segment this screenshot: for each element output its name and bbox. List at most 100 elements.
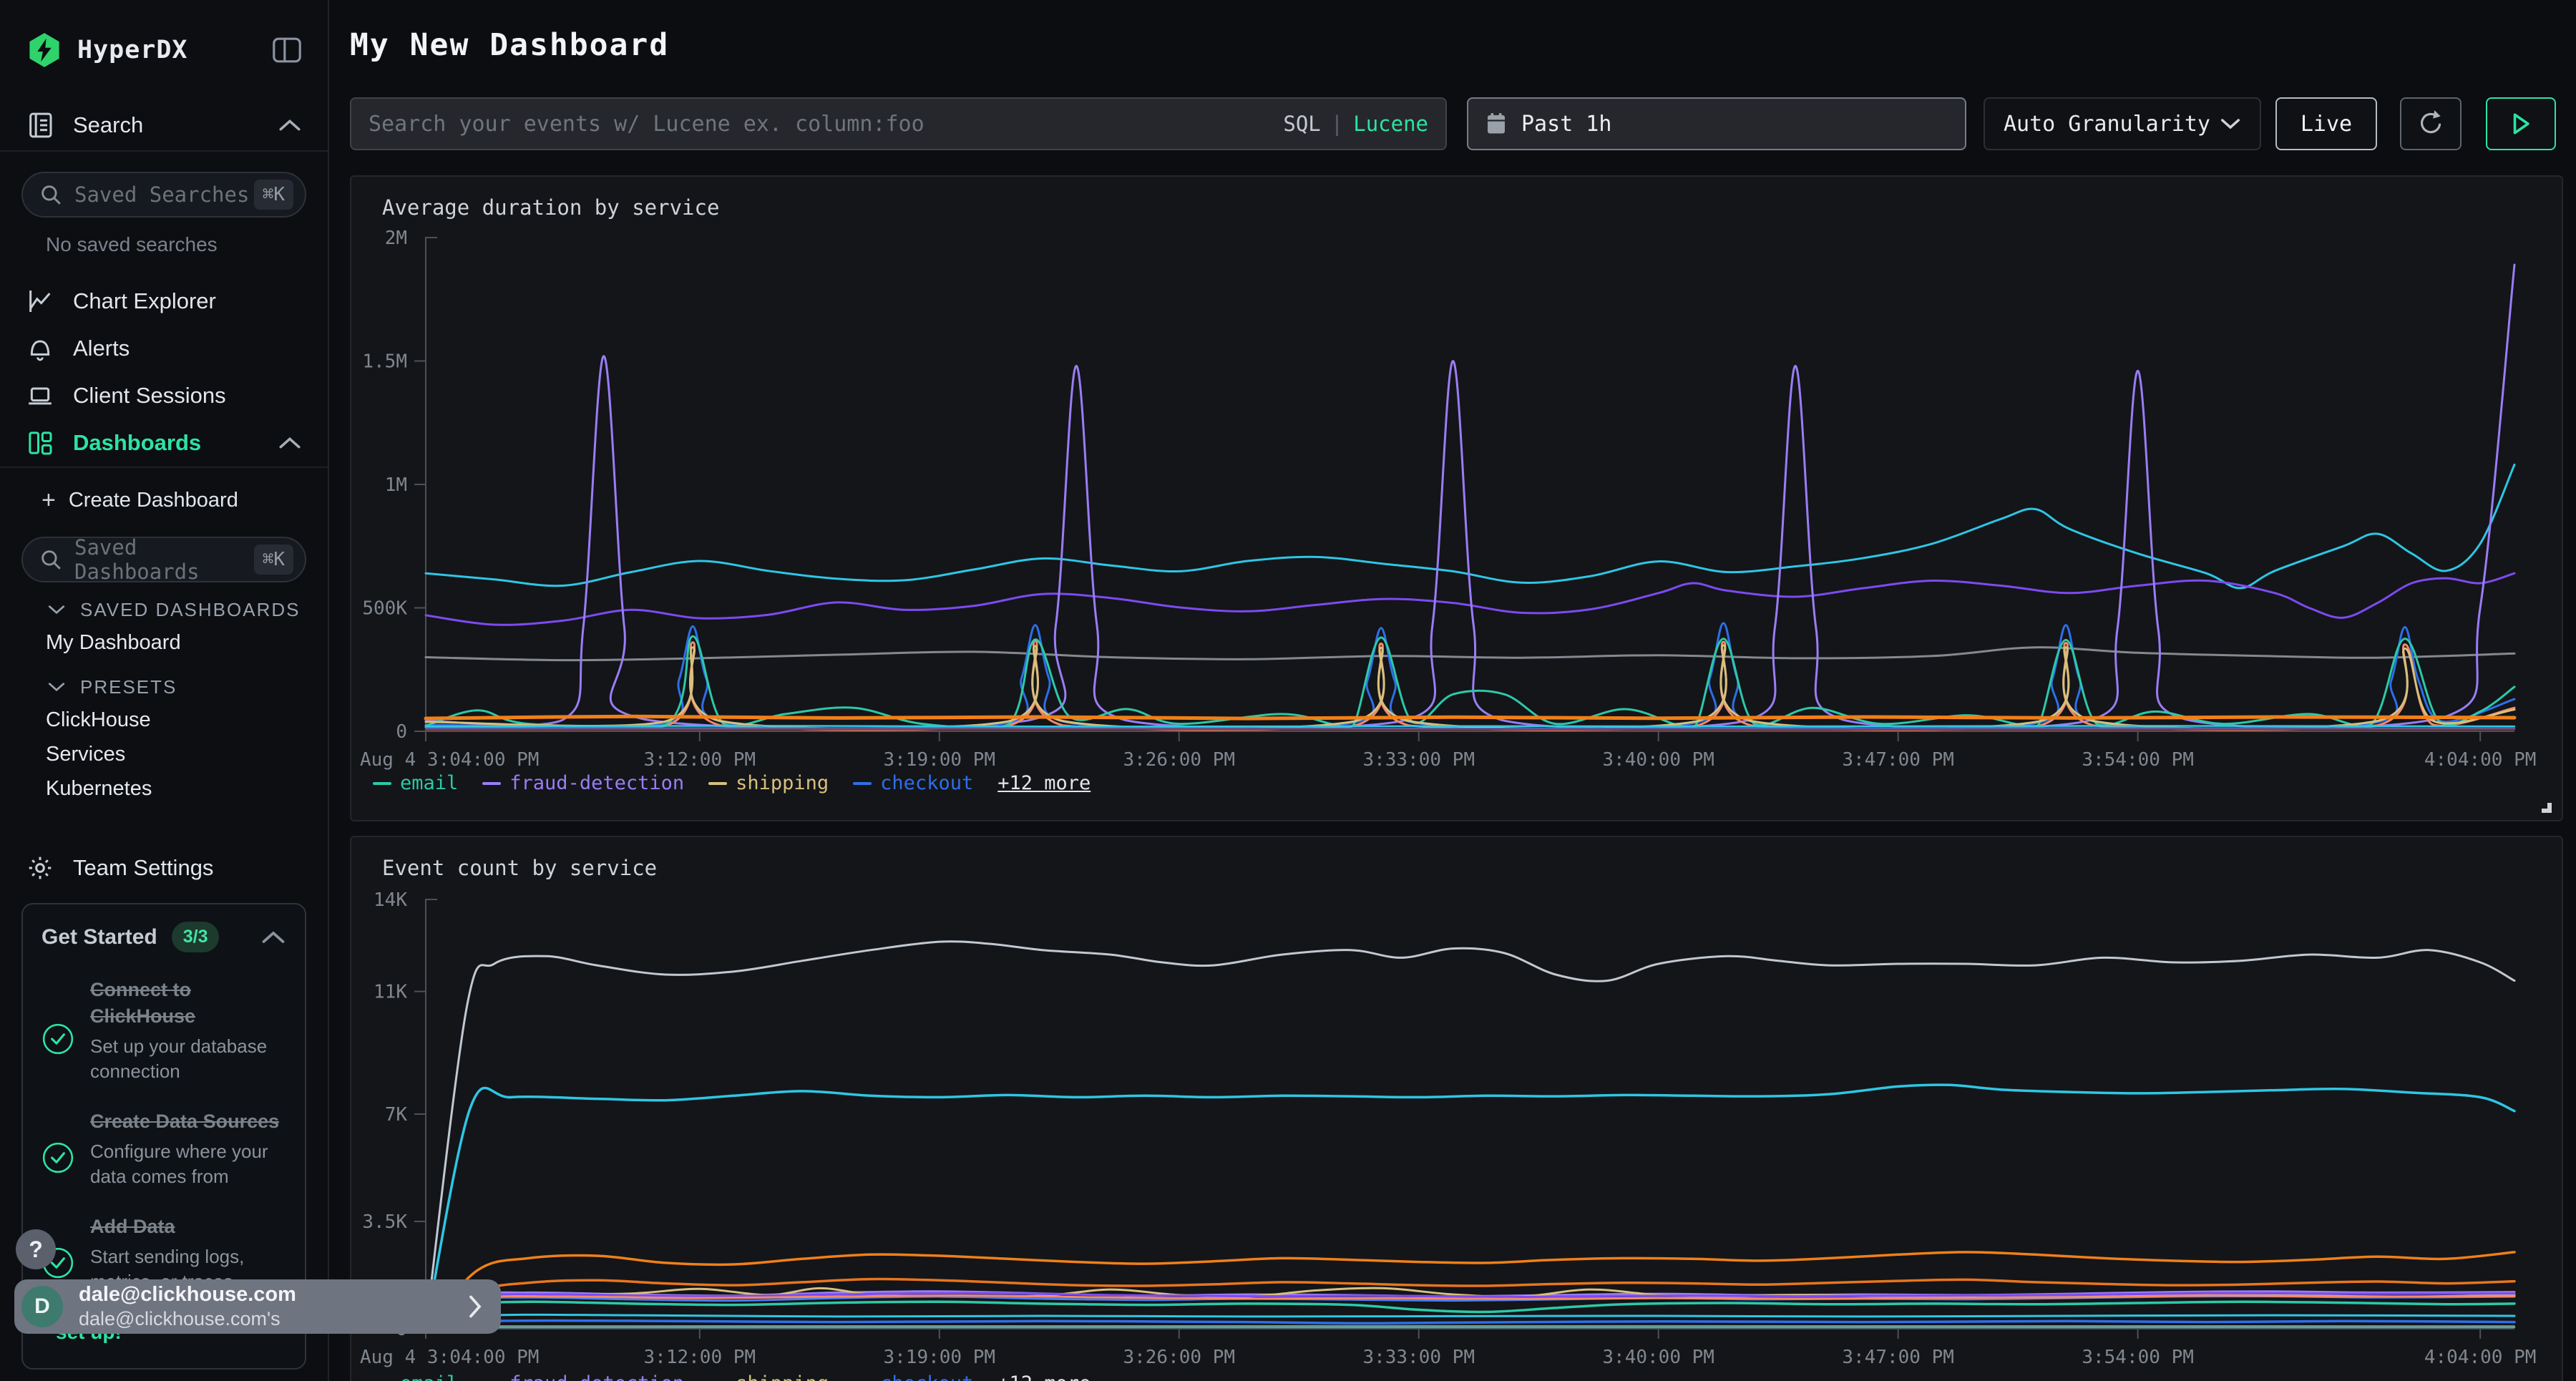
time-range-picker[interactable]: Past 1h	[1467, 97, 1966, 150]
legend-label: shipping	[736, 1372, 829, 1381]
legend-item-email[interactable]: email	[373, 1372, 458, 1381]
chevron-down-icon	[2220, 117, 2241, 131]
duration-chart[interactable]: 2M 1.5M 1M 500K 0 Aug 4 3:04:00 PM 3:12:00 PM 3…	[351, 177, 2565, 823]
help-button[interactable]: ?	[16, 1229, 56, 1269]
chevron-up-icon	[278, 117, 302, 133]
logo-row: HyperDX	[0, 0, 328, 100]
granularity-select[interactable]: Auto Granularity	[1984, 97, 2261, 150]
language-divider: |	[1330, 112, 1344, 136]
avatar: D	[21, 1286, 63, 1327]
chevron-down-icon	[47, 603, 66, 616]
chevron-down-icon	[47, 680, 66, 693]
svg-text:3:12:00 PM: 3:12:00 PM	[644, 749, 756, 771]
time-range-value: Past 1h	[1521, 111, 1612, 137]
get-started-item-sources[interactable]: Create Data Sources Configure where your…	[42, 1108, 286, 1189]
svg-text:3:47:00 PM: 3:47:00 PM	[1842, 749, 1954, 771]
svg-text:1.5M: 1.5M	[362, 351, 407, 373]
sidebar-item-clickhouse[interactable]: ClickHouse	[46, 708, 151, 731]
saved-dashboards-input[interactable]: Saved Dashboards ⌘K	[21, 535, 306, 584]
svg-text:500K: 500K	[362, 598, 407, 620]
legend-label: fraud-detection	[509, 772, 685, 794]
legend-item-shipping[interactable]: shipping	[708, 772, 829, 794]
refresh-button[interactable]	[2400, 97, 2462, 150]
legend-item-fraud-detection[interactable]: fraud-detection	[482, 772, 684, 794]
group-header-label: PRESETS	[80, 675, 177, 698]
sidebar-item-dashboards[interactable]: Dashboards	[0, 419, 328, 467]
event-count-chart-panel: Event count by service 14K11K7K3.5K0Aug …	[350, 836, 2563, 1381]
create-dashboard-button[interactable]: + Create Dashboard	[0, 477, 328, 524]
sidebar-item-alerts[interactable]: Alerts	[0, 325, 328, 372]
saved-searches-input[interactable]: Saved Searches ⌘K	[21, 172, 306, 218]
sidebar-item-label: Client Sessions	[73, 383, 226, 408]
run-query-button[interactable]	[2486, 97, 2556, 150]
svg-text:3:19:00 PM: 3:19:00 PM	[884, 749, 996, 771]
legend-label: email	[400, 772, 459, 794]
sidebar: HyperDX Search Saved Searches ⌘K No save…	[0, 0, 329, 1381]
chevron-up-icon[interactable]	[260, 929, 286, 946]
svg-text:Aug 4 3:04:00 PM: Aug 4 3:04:00 PM	[360, 749, 539, 771]
legend-more-link[interactable]: +12 more	[997, 772, 1091, 794]
sidebar-item-client-sessions[interactable]: Client Sessions	[0, 372, 328, 419]
svg-text:3:40:00 PM: 3:40:00 PM	[1602, 1347, 1714, 1368]
chart-title: Average duration by service	[382, 195, 720, 220]
main-content: My New Dashboard Search your events w/ L…	[331, 0, 2576, 1381]
legend-item-shipping[interactable]: shipping	[708, 1372, 829, 1381]
chart-legend: email fraud-detection shipping checkout +12 …	[373, 1372, 1091, 1381]
svg-text:3:12:00 PM: 3:12:00 PM	[644, 1347, 756, 1368]
sidebar-item-services[interactable]: Services	[46, 742, 126, 766]
sidebar-item-kubernetes[interactable]: Kubernetes	[46, 776, 152, 800]
svg-text:3:26:00 PM: 3:26:00 PM	[1123, 1347, 1235, 1368]
chart-title: Event count by service	[382, 856, 658, 880]
search-icon	[39, 547, 63, 572]
search-icon	[39, 182, 63, 207]
legend-item-checkout[interactable]: checkout	[853, 1372, 973, 1381]
svg-text:3:54:00 PM: 3:54:00 PM	[2082, 1347, 2194, 1368]
shortcut-badge: ⌘K	[253, 180, 293, 210]
lucene-toggle[interactable]: Lucene	[1353, 112, 1428, 136]
svg-text:3:26:00 PM: 3:26:00 PM	[1123, 749, 1235, 771]
legend-swatch	[708, 781, 728, 785]
refresh-icon	[2416, 109, 2446, 139]
legend-swatch	[853, 781, 872, 785]
sidebar-item-label: Alerts	[73, 336, 130, 361]
user-account-chip[interactable]: D dale@clickhouse.com dale@clickhouse.co…	[14, 1279, 501, 1334]
panel-resize-handle[interactable]	[2542, 803, 2552, 813]
check-circle-icon	[42, 1126, 74, 1189]
legend-item-fraud-detection[interactable]: fraud-detection	[482, 1372, 684, 1381]
svg-text:3:54:00 PM: 3:54:00 PM	[2082, 749, 2194, 771]
dashboards-icon	[26, 429, 54, 457]
chevron-right-icon	[467, 1294, 484, 1319]
sidebar-item-label: Team Settings	[73, 855, 214, 880]
live-button[interactable]: Live	[2275, 97, 2377, 150]
user-email: dale@clickhouse.com	[79, 1283, 296, 1306]
event-search-input[interactable]: Search your events w/ Lucene ex. column:…	[350, 97, 1447, 150]
svg-text:2M: 2M	[385, 228, 407, 249]
sidebar-item-team-settings[interactable]: Team Settings	[0, 843, 328, 893]
presets-group-header[interactable]: PRESETS	[0, 671, 328, 703]
svg-text:3:33:00 PM: 3:33:00 PM	[1362, 749, 1475, 771]
sidebar-item-my-dashboard[interactable]: My Dashboard	[46, 630, 181, 654]
sql-toggle[interactable]: SQL	[1283, 112, 1321, 136]
sidebar-item-search[interactable]: Search	[0, 100, 328, 150]
saved-dashboards-placeholder: Saved Dashboards	[74, 535, 200, 584]
legend-more-link[interactable]: +12 more	[997, 1372, 1091, 1381]
task-title: Add Data	[90, 1216, 175, 1237]
collapse-sidebar-icon[interactable]	[272, 36, 302, 64]
svg-text:3:33:00 PM: 3:33:00 PM	[1362, 1347, 1475, 1368]
legend-item-email[interactable]: email	[373, 772, 458, 794]
divider	[0, 467, 328, 468]
saved-dashboards-group-header[interactable]: SAVED DASHBOARDS	[0, 594, 328, 625]
play-icon	[2510, 112, 2532, 136]
gear-icon	[26, 854, 54, 882]
get-started-item-connect[interactable]: Connect to ClickHouse Set up your databa…	[42, 977, 286, 1084]
task-title: Connect to ClickHouse	[90, 979, 196, 1027]
create-dashboard-label: Create Dashboard	[68, 488, 238, 512]
legend-item-checkout[interactable]: checkout	[853, 772, 973, 794]
sidebar-item-chart-explorer[interactable]: Chart Explorer	[0, 278, 328, 325]
chart-legend: email fraud-detection shipping checkout +12 …	[373, 772, 1091, 794]
group-header-label: SAVED DASHBOARDS	[80, 598, 301, 620]
svg-text:4:04:00 PM: 4:04:00 PM	[2424, 1347, 2537, 1368]
page-title: My New Dashboard	[350, 27, 670, 63]
get-started-title: Get Started	[42, 924, 157, 949]
